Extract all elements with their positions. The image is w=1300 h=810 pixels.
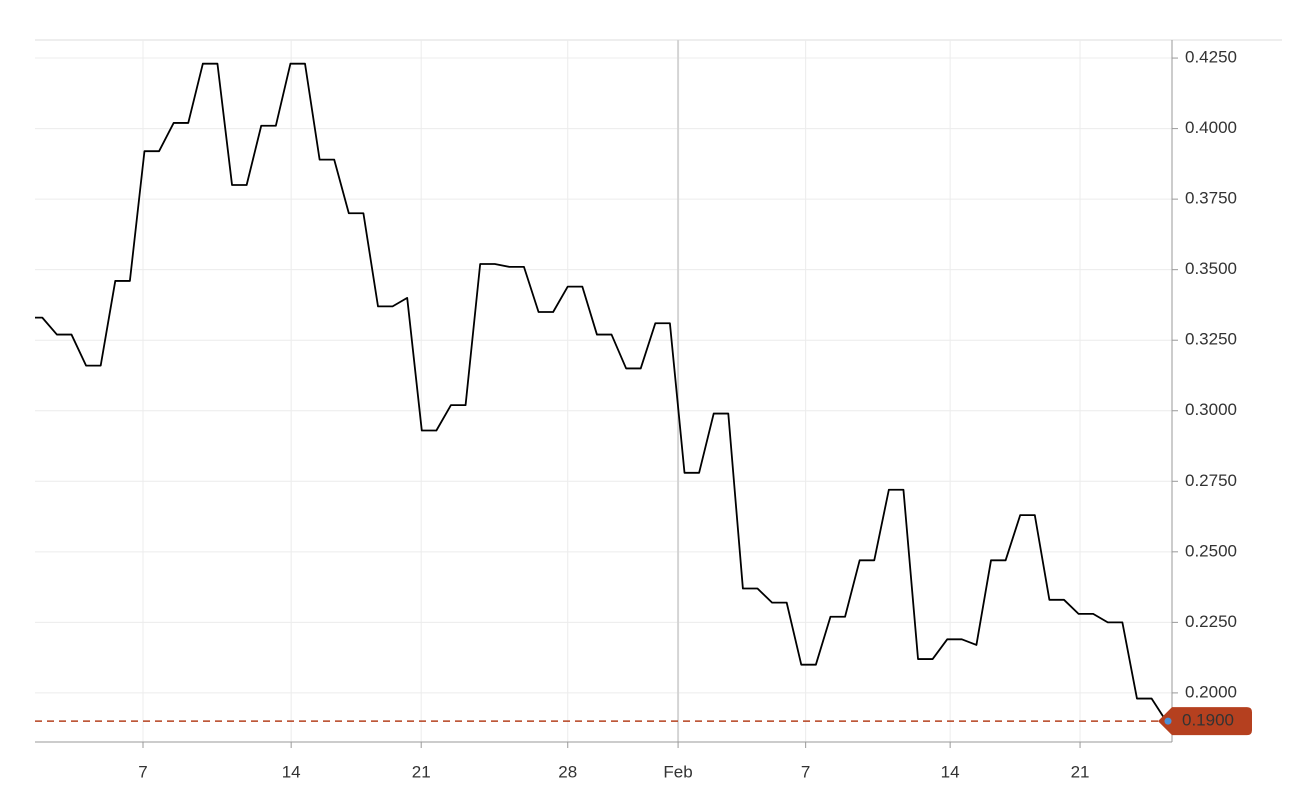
x-tick-label: 7	[801, 762, 810, 781]
last-price-tag	[1158, 707, 1252, 736]
x-tick-label: 14	[941, 762, 960, 781]
y-tick-label: 0.2750	[1185, 471, 1237, 490]
y-tick-label: 0.3500	[1185, 259, 1237, 278]
x-tick-label: Feb	[663, 762, 692, 781]
x-tick-label: 28	[558, 762, 577, 781]
y-tick-label: 0.2500	[1185, 541, 1237, 560]
y-tick-label: 0.2000	[1185, 682, 1237, 701]
y-tick-label: 0.2250	[1185, 612, 1237, 631]
y-tick-label: 0.3000	[1185, 400, 1237, 419]
x-tick-label: 21	[1071, 762, 1090, 781]
last-price-label: 0.1900	[1182, 711, 1234, 730]
x-tick-label: 7	[138, 762, 147, 781]
y-tick-label: 0.4000	[1185, 118, 1237, 137]
x-tick-label: 21	[412, 762, 431, 781]
price-line	[35, 62, 1167, 722]
y-tick-label: 0.4250	[1185, 48, 1237, 67]
y-tick-label: 0.3750	[1185, 189, 1237, 208]
y-tick-label: 0.3250	[1185, 330, 1237, 349]
last-price-dot	[1164, 717, 1172, 725]
x-tick-label: 14	[282, 762, 301, 781]
